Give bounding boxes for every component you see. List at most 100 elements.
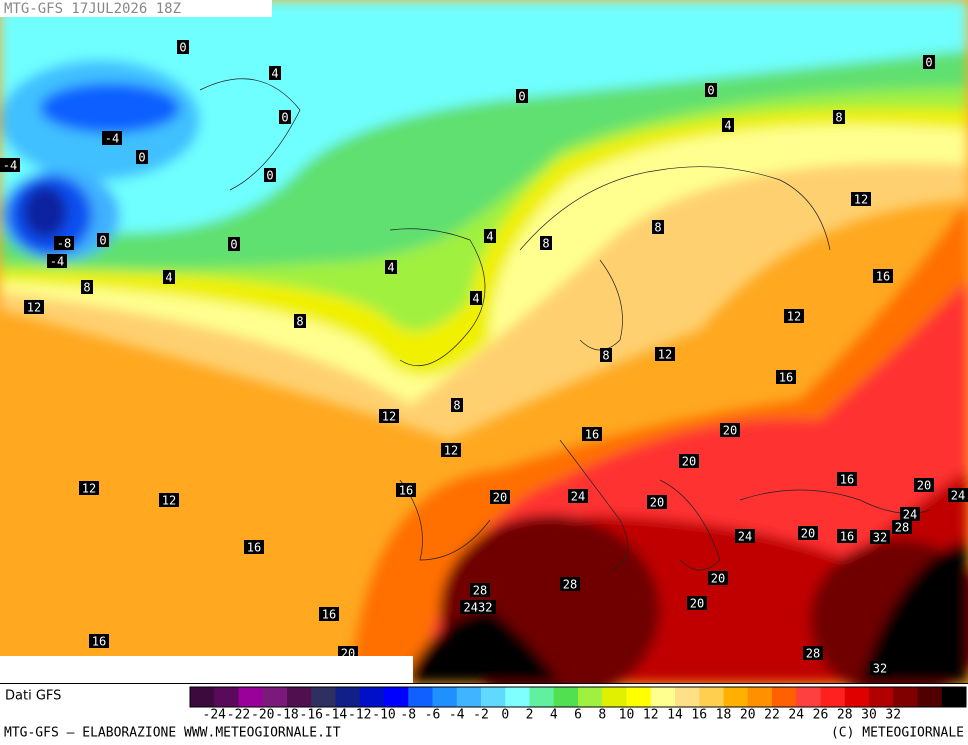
contour-label-box: [228, 237, 240, 251]
scale-label: -18: [275, 708, 298, 723]
scale-label: 0: [501, 708, 509, 723]
contour-label-box: [735, 529, 755, 543]
contour-label: 2432: [464, 601, 493, 615]
scale-label: 4: [550, 708, 558, 723]
scale-label: -24: [203, 708, 227, 723]
contour-label: 8: [602, 349, 609, 363]
color-swatch: [214, 687, 239, 707]
contour-label: 0: [518, 90, 525, 104]
contour-label: 0: [179, 41, 186, 55]
color-swatch: [723, 687, 749, 707]
contour-label-box: [705, 83, 717, 97]
contour-label-box: [892, 520, 912, 534]
contour-label: 20: [801, 527, 815, 541]
contour-label: 20: [723, 424, 737, 438]
contour-label-box: [269, 66, 281, 80]
contour-label: 16: [92, 635, 106, 649]
contour-label-box: [516, 89, 528, 103]
contour-label: 28: [563, 578, 577, 592]
scale-label: -14: [324, 708, 348, 723]
contour-label-box: [870, 661, 890, 675]
contour-label: 12: [854, 193, 868, 207]
contour-label-box: [47, 254, 67, 268]
contour-label-box: [470, 291, 482, 305]
contour-label: -4: [50, 255, 64, 269]
contour-label-box: [655, 347, 675, 361]
scale-label: 8: [598, 708, 606, 723]
color-swatch: [384, 687, 409, 707]
contour-label: 8: [542, 237, 549, 251]
contour-label-box: [647, 495, 667, 509]
contour-label: 32: [873, 531, 887, 545]
contour-label-box: [720, 423, 740, 437]
scale-label: -16: [300, 708, 323, 723]
contour-label: 12: [82, 482, 96, 496]
color-swatch: [335, 687, 361, 707]
contour-label: -8: [57, 237, 71, 251]
contour-label: 4: [724, 119, 731, 133]
scale-label: 32: [885, 708, 901, 723]
contour-label-box: [923, 55, 935, 69]
contour-label: 4: [165, 271, 172, 285]
temperature-field: [0, 0, 968, 683]
contour-label-box: [451, 398, 463, 412]
contour-label: 12: [27, 301, 41, 315]
contour-label-box: [89, 634, 109, 648]
contour-label: 4: [271, 67, 278, 81]
contour-label: 24: [903, 508, 917, 522]
contour-label: 0: [138, 151, 145, 165]
contour-label-box: [679, 454, 699, 468]
color-swatch: [869, 687, 894, 707]
contour-label: 8: [654, 221, 661, 235]
contour-label-box: [722, 118, 734, 132]
contour-label-box: [540, 236, 552, 250]
contour-label-box: [177, 40, 189, 54]
contour-label-box: [833, 110, 845, 124]
contour-label: 20: [650, 496, 664, 510]
color-swatch: [650, 687, 676, 707]
color-bar: -24 -22 -20 -18 -16 -14 -12 -10 -8 -6 -4 -2 0 2 4 6 8 10 1…: [189, 686, 967, 723]
contour-label-box: [784, 309, 804, 323]
contour-label: 12: [444, 444, 458, 458]
contour-label: 4: [472, 292, 479, 306]
contour-label-box: [900, 507, 920, 521]
color-swatch: [941, 687, 967, 707]
color-swatch: [772, 687, 797, 707]
contour-label-box: [244, 540, 264, 554]
contour-label-box: [490, 490, 510, 504]
footer-left: MTG-GFS — ELABORAZIONE WWW.METEOGIORNALE…: [4, 726, 341, 741]
contour-label: 0: [281, 111, 288, 125]
scale-label: -2: [473, 708, 489, 723]
contour-label-box: [159, 493, 179, 507]
contour-labels: 0 4 0 -4 0 0 -4 -8 0 -4 0 4 8 12 0 0 0 4 8 4 8 8 12 16 4 4 8 12 12 8 1…: [0, 40, 968, 676]
contour-label: 32: [873, 662, 887, 676]
contour-label-box: [568, 489, 588, 503]
contour-label: 16: [876, 270, 890, 284]
contour-label-box: [0, 158, 20, 172]
scale-label: -20: [251, 708, 274, 723]
contour-label: 8: [296, 315, 303, 329]
color-swatch: [820, 687, 846, 707]
contour-label-box: [948, 488, 968, 502]
contour-label-box: [396, 483, 416, 497]
color-swatch: [481, 687, 506, 707]
contour-label: 0: [707, 84, 714, 98]
scale-label: 10: [619, 708, 635, 723]
contour-label-box: [652, 220, 664, 234]
color-swatch: [432, 687, 458, 707]
color-swatch: [190, 687, 215, 707]
contour-label: 20: [690, 597, 704, 611]
color-swatch: [456, 687, 482, 707]
contour-label-box: [560, 577, 580, 591]
contour-label-box: [873, 269, 893, 283]
contour-label: 16: [399, 484, 413, 498]
scale-label: 30: [861, 708, 877, 723]
scale-label: 18: [716, 708, 732, 723]
contour-label: 12: [162, 494, 176, 508]
contour-label: 12: [787, 310, 801, 324]
contour-label: 0: [99, 234, 106, 248]
contour-label-box: [600, 348, 612, 362]
color-swatch: [311, 687, 336, 707]
